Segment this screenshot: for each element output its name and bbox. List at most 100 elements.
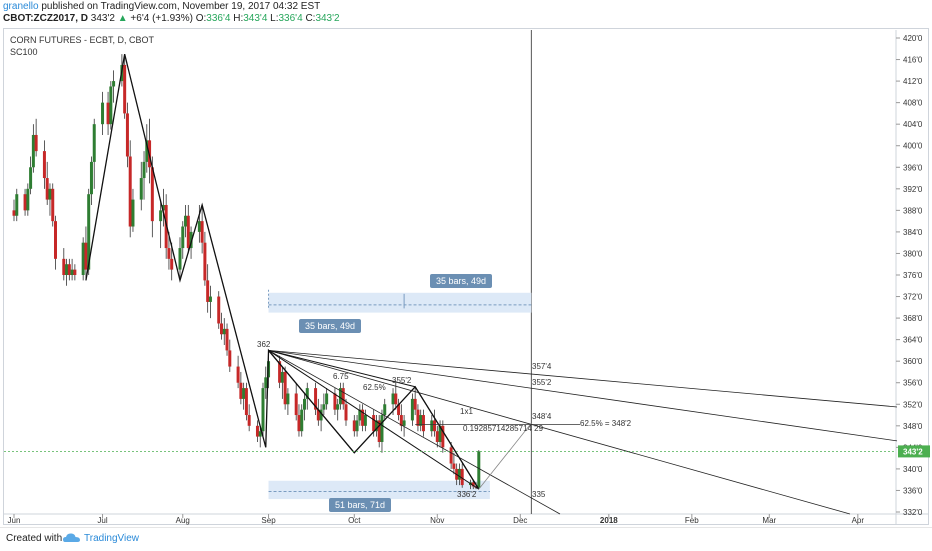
low-value: 336'4 [278,13,303,24]
candle-down [255,425,259,437]
candle-up [380,415,384,442]
candle-down [54,221,57,259]
candle-up [322,404,326,410]
candle-up [363,415,367,426]
candle-down [314,388,318,410]
candle-up [208,296,212,302]
y-tick-label: 352'0 [903,400,923,409]
range-label-top-bg [430,274,492,288]
range-label-left-bg [299,319,361,333]
candle-down [123,64,127,114]
annotation-label: 0.19285714285714 29 [463,424,544,433]
x-tick-label: Jun [8,516,21,525]
open-value: 336'4 [206,13,231,24]
candle-down [67,264,71,275]
candle-down [170,258,174,270]
candle-down [394,393,398,405]
candle-down [471,482,475,487]
candle-down [344,404,348,421]
pattern-line [268,349,416,388]
annotation-label: 348'4 [532,412,552,421]
chart-frame[interactable] [3,28,929,525]
candle-up [112,81,116,87]
candle-up [336,404,340,410]
annotation-label: 357'4 [532,362,552,371]
candle-up [242,388,246,399]
candle-up [161,204,165,211]
candle-down [397,404,401,416]
candle-down [413,398,417,410]
range-label-left: 35 bars, 49d [305,321,355,331]
annotation-label: 62.5% [363,383,386,392]
candle-down [341,388,345,405]
candle-up [189,231,193,249]
fan-line [268,350,851,515]
y-tick-label: 360'0 [903,357,923,366]
candle-down [377,420,381,442]
annotation-label: 6.75 [333,372,349,381]
y-tick-label: 412'0 [903,77,923,86]
candle-up [358,409,362,421]
candle-down [435,431,439,442]
candle-up [261,388,265,432]
y-tick-label: 408'0 [903,99,923,108]
candle-up [430,420,434,432]
chart-canvas[interactable]: 420'0 416'0 412'0 408'0 404'0 400'0 396'0 392'0… [0,0,932,527]
candle-down [42,151,46,179]
chart-title: CORN FUTURES - ECBT, D, CBOT [10,35,155,45]
candle-up [109,86,113,125]
x-tick-label: Oct [348,516,361,525]
candle-down [167,248,171,259]
candle-down [316,409,320,421]
candle-up [15,194,19,216]
candle-up [87,194,91,270]
candle-down [125,113,129,157]
pattern-line [268,350,355,454]
candle-down [220,323,223,335]
candle-down [228,350,232,367]
high-value: 343'4 [243,13,268,24]
y-tick-label: 336'0 [903,486,923,495]
candle-down [433,420,437,432]
tradingview-cloud-icon [63,533,80,542]
pattern-line [268,349,480,490]
candle-up [181,226,185,249]
pattern-line [414,386,480,490]
candle-down [225,328,229,351]
annotation-label: 335 [532,490,546,499]
candle-down [84,242,88,270]
candle-down [73,269,77,275]
candle-down [128,156,132,227]
candle-down [372,415,376,432]
candle-up [178,248,182,270]
last-price: 343'2 [90,13,115,24]
candle-down [333,393,337,410]
last-price-tag [898,445,930,458]
candle-down [51,188,55,222]
y-tick-label: 396'0 [903,163,923,172]
y-tick-label: 376'0 [903,271,923,280]
candle-up [438,425,442,442]
annotation-label: 355'2 [532,378,552,387]
candle-up [280,371,284,383]
y-tick-label: 356'0 [903,379,923,388]
author-link[interactable]: granello [3,1,39,12]
y-tick-label: 380'0 [903,249,923,258]
candle-down [236,366,240,383]
y-tick-label: 364'0 [903,336,923,345]
candle-up [402,420,406,426]
x-tick-label: Sep [261,516,276,525]
y-tick-label: 372'0 [903,293,923,302]
annotation-label: 62.5% = 348'2 [580,419,632,428]
footer-brand[interactable]: TradingView [84,533,140,544]
candle-down [12,210,16,216]
candle-down [200,221,204,243]
change-value: +6'4 (+1.93%) [130,13,193,24]
candle-down [421,415,425,432]
candle-down [247,415,251,426]
range-label-bottom-bg [329,498,391,512]
projection-line [478,422,532,490]
candle-up [477,451,481,488]
candle-up [145,140,149,162]
candle-up [184,215,188,227]
